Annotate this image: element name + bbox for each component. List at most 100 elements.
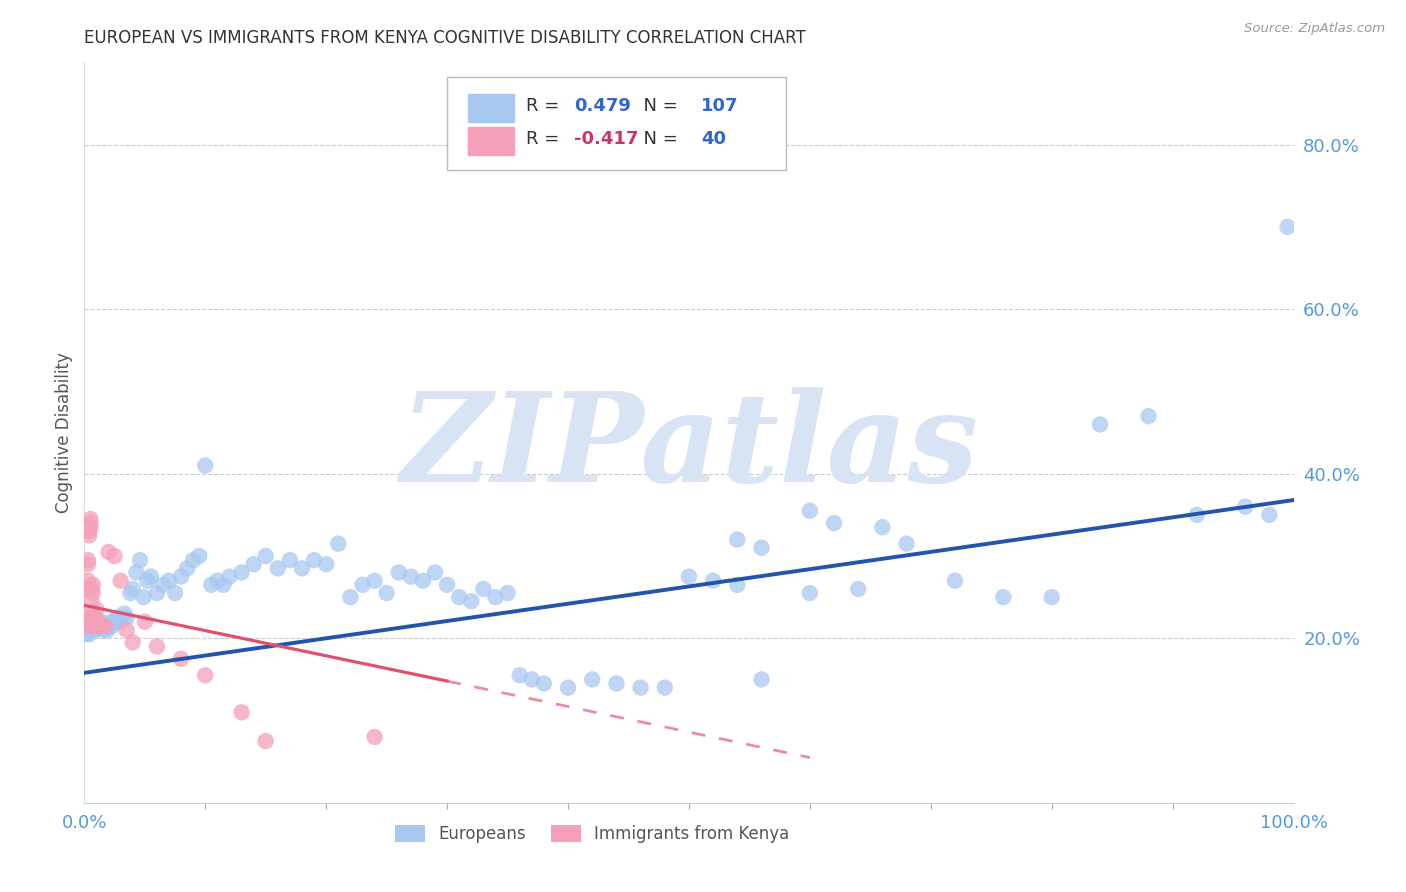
Point — [412, 574, 434, 588]
Bar — [468, 94, 513, 121]
Point — [170, 569, 193, 583]
Y-axis label: Cognitive Disability: Cognitive Disability — [55, 352, 73, 513]
Point — [533, 676, 555, 690]
Point — [581, 673, 603, 687]
Point — [80, 610, 103, 624]
Point — [97, 545, 120, 559]
Point — [76, 610, 98, 624]
Point — [520, 673, 543, 687]
Point — [363, 574, 385, 588]
Point — [84, 619, 107, 633]
Point — [105, 610, 128, 624]
Point — [678, 569, 700, 583]
Point — [1258, 508, 1281, 522]
Point — [212, 578, 235, 592]
Point — [315, 558, 337, 572]
Point — [101, 619, 124, 633]
Point — [702, 574, 724, 588]
Point — [76, 623, 98, 637]
Point — [125, 566, 148, 580]
Point — [80, 582, 103, 596]
Point — [94, 619, 117, 633]
Point — [91, 619, 114, 633]
Point — [557, 681, 579, 695]
Point — [993, 590, 1015, 604]
Point — [89, 619, 111, 633]
Point — [77, 553, 100, 567]
Point — [267, 561, 290, 575]
Point — [630, 681, 652, 695]
Point — [872, 520, 894, 534]
Point — [77, 615, 100, 629]
Point — [77, 558, 100, 572]
Point — [83, 619, 105, 633]
Point — [254, 734, 277, 748]
Point — [75, 615, 97, 629]
Point — [846, 582, 869, 596]
Point — [79, 516, 101, 530]
Point — [207, 574, 229, 588]
Point — [363, 730, 385, 744]
Point — [75, 619, 97, 633]
Point — [79, 623, 101, 637]
Point — [399, 569, 422, 583]
Point — [77, 528, 100, 542]
Point — [799, 586, 821, 600]
Point — [194, 668, 217, 682]
Point — [89, 619, 111, 633]
Point — [157, 574, 180, 588]
Point — [823, 516, 845, 530]
Point — [115, 610, 138, 624]
Point — [139, 569, 162, 583]
Point — [84, 610, 107, 624]
Point — [242, 558, 264, 572]
Point — [77, 619, 100, 633]
FancyBboxPatch shape — [447, 78, 786, 169]
Point — [80, 619, 103, 633]
Point — [388, 566, 411, 580]
Point — [77, 574, 100, 588]
Point — [134, 615, 156, 629]
Point — [82, 578, 104, 592]
Point — [152, 578, 174, 592]
Point — [84, 623, 107, 637]
Point — [375, 586, 398, 600]
Text: 107: 107 — [702, 97, 738, 115]
Text: 0.479: 0.479 — [574, 97, 631, 115]
Point — [83, 610, 105, 624]
Point — [1234, 500, 1257, 514]
Point — [176, 561, 198, 575]
Text: EUROPEAN VS IMMIGRANTS FROM KENYA COGNITIVE DISABILITY CORRELATION CHART: EUROPEAN VS IMMIGRANTS FROM KENYA COGNIT… — [84, 29, 806, 47]
Point — [496, 586, 519, 600]
Point — [129, 553, 152, 567]
Point — [97, 619, 120, 633]
Legend: Europeans, Immigrants from Kenya: Europeans, Immigrants from Kenya — [388, 819, 796, 850]
Text: N =: N = — [633, 97, 683, 115]
Point — [82, 586, 104, 600]
Point — [194, 458, 217, 473]
Point — [254, 549, 277, 563]
Point — [76, 607, 98, 621]
Text: R =: R = — [526, 97, 565, 115]
Point — [87, 619, 110, 633]
Bar — [468, 127, 513, 155]
Point — [79, 520, 101, 534]
Point — [77, 627, 100, 641]
Point — [1137, 409, 1160, 424]
Point — [93, 623, 115, 637]
Point — [100, 615, 122, 629]
Point — [1088, 417, 1111, 432]
Point — [76, 582, 98, 596]
Point — [77, 524, 100, 539]
Point — [104, 549, 127, 563]
Point — [725, 578, 748, 592]
Text: -0.417: -0.417 — [574, 130, 638, 148]
Point — [115, 623, 138, 637]
Point — [94, 619, 117, 633]
Point — [90, 615, 112, 629]
Point — [80, 619, 103, 633]
Point — [328, 536, 350, 550]
Point — [86, 602, 108, 616]
Point — [111, 610, 134, 624]
Point — [146, 586, 169, 600]
